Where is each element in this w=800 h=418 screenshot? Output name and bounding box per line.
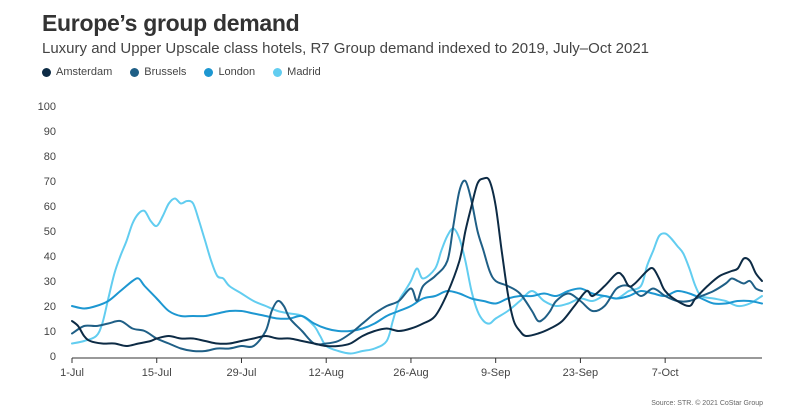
y-tick-label: 70 — [44, 176, 56, 188]
y-tick-label: 60 — [44, 201, 56, 213]
x-tick-label: 1-Jul — [60, 367, 84, 379]
y-tick-label: 80 — [44, 151, 56, 163]
legend-label: London — [218, 66, 256, 78]
y-tick-label: 40 — [44, 251, 56, 263]
x-tick-label: 26-Aug — [393, 367, 428, 379]
legend-swatch — [42, 67, 51, 77]
x-tick-label: 7-Oct — [652, 367, 679, 379]
x-tick-label: 12-Aug — [308, 367, 343, 379]
legend-item-amsterdam: Amsterdam — [42, 66, 112, 78]
legend-item-london: London — [204, 66, 255, 78]
x-tick-label: 9-Sep — [481, 367, 510, 379]
legend-swatch — [273, 67, 283, 77]
chart-subtitle: Luxury and Upper Upscale class hotels, R… — [42, 40, 650, 57]
x-tick-label: 15-Jul — [142, 367, 172, 379]
y-tick-label: 20 — [44, 301, 56, 313]
series-line-london — [71, 277, 763, 333]
legend: Amsterdam Brussels London Madrid — [42, 66, 321, 78]
legend-item-brussels: Brussels — [130, 66, 186, 78]
legend-swatch — [204, 67, 214, 77]
y-tick-label: 100 — [38, 101, 56, 113]
legend-item-madrid: Madrid — [273, 66, 321, 78]
series-line-madrid — [71, 197, 763, 355]
chart-title: Europe’s group demand — [42, 10, 300, 36]
x-tick-label: 23-Sep — [563, 367, 598, 379]
source-note: Source: STR. © 2021 CoStar Group — [651, 400, 763, 407]
legend-label: Amsterdam — [56, 66, 113, 78]
series-line-amsterdam — [71, 176, 763, 348]
x-tick-label: 29-Jul — [226, 367, 256, 379]
y-tick-label: 90 — [44, 126, 56, 138]
legend-swatch — [130, 67, 140, 77]
legend-label: Brussels — [144, 66, 187, 78]
y-tick-label: 30 — [44, 276, 56, 288]
y-tick-label: 10 — [44, 326, 56, 338]
y-tick-label: 50 — [44, 226, 56, 238]
series-line-brussels — [71, 179, 763, 353]
legend-label: Madrid — [287, 66, 321, 78]
y-tick-label: 0 — [50, 351, 56, 363]
